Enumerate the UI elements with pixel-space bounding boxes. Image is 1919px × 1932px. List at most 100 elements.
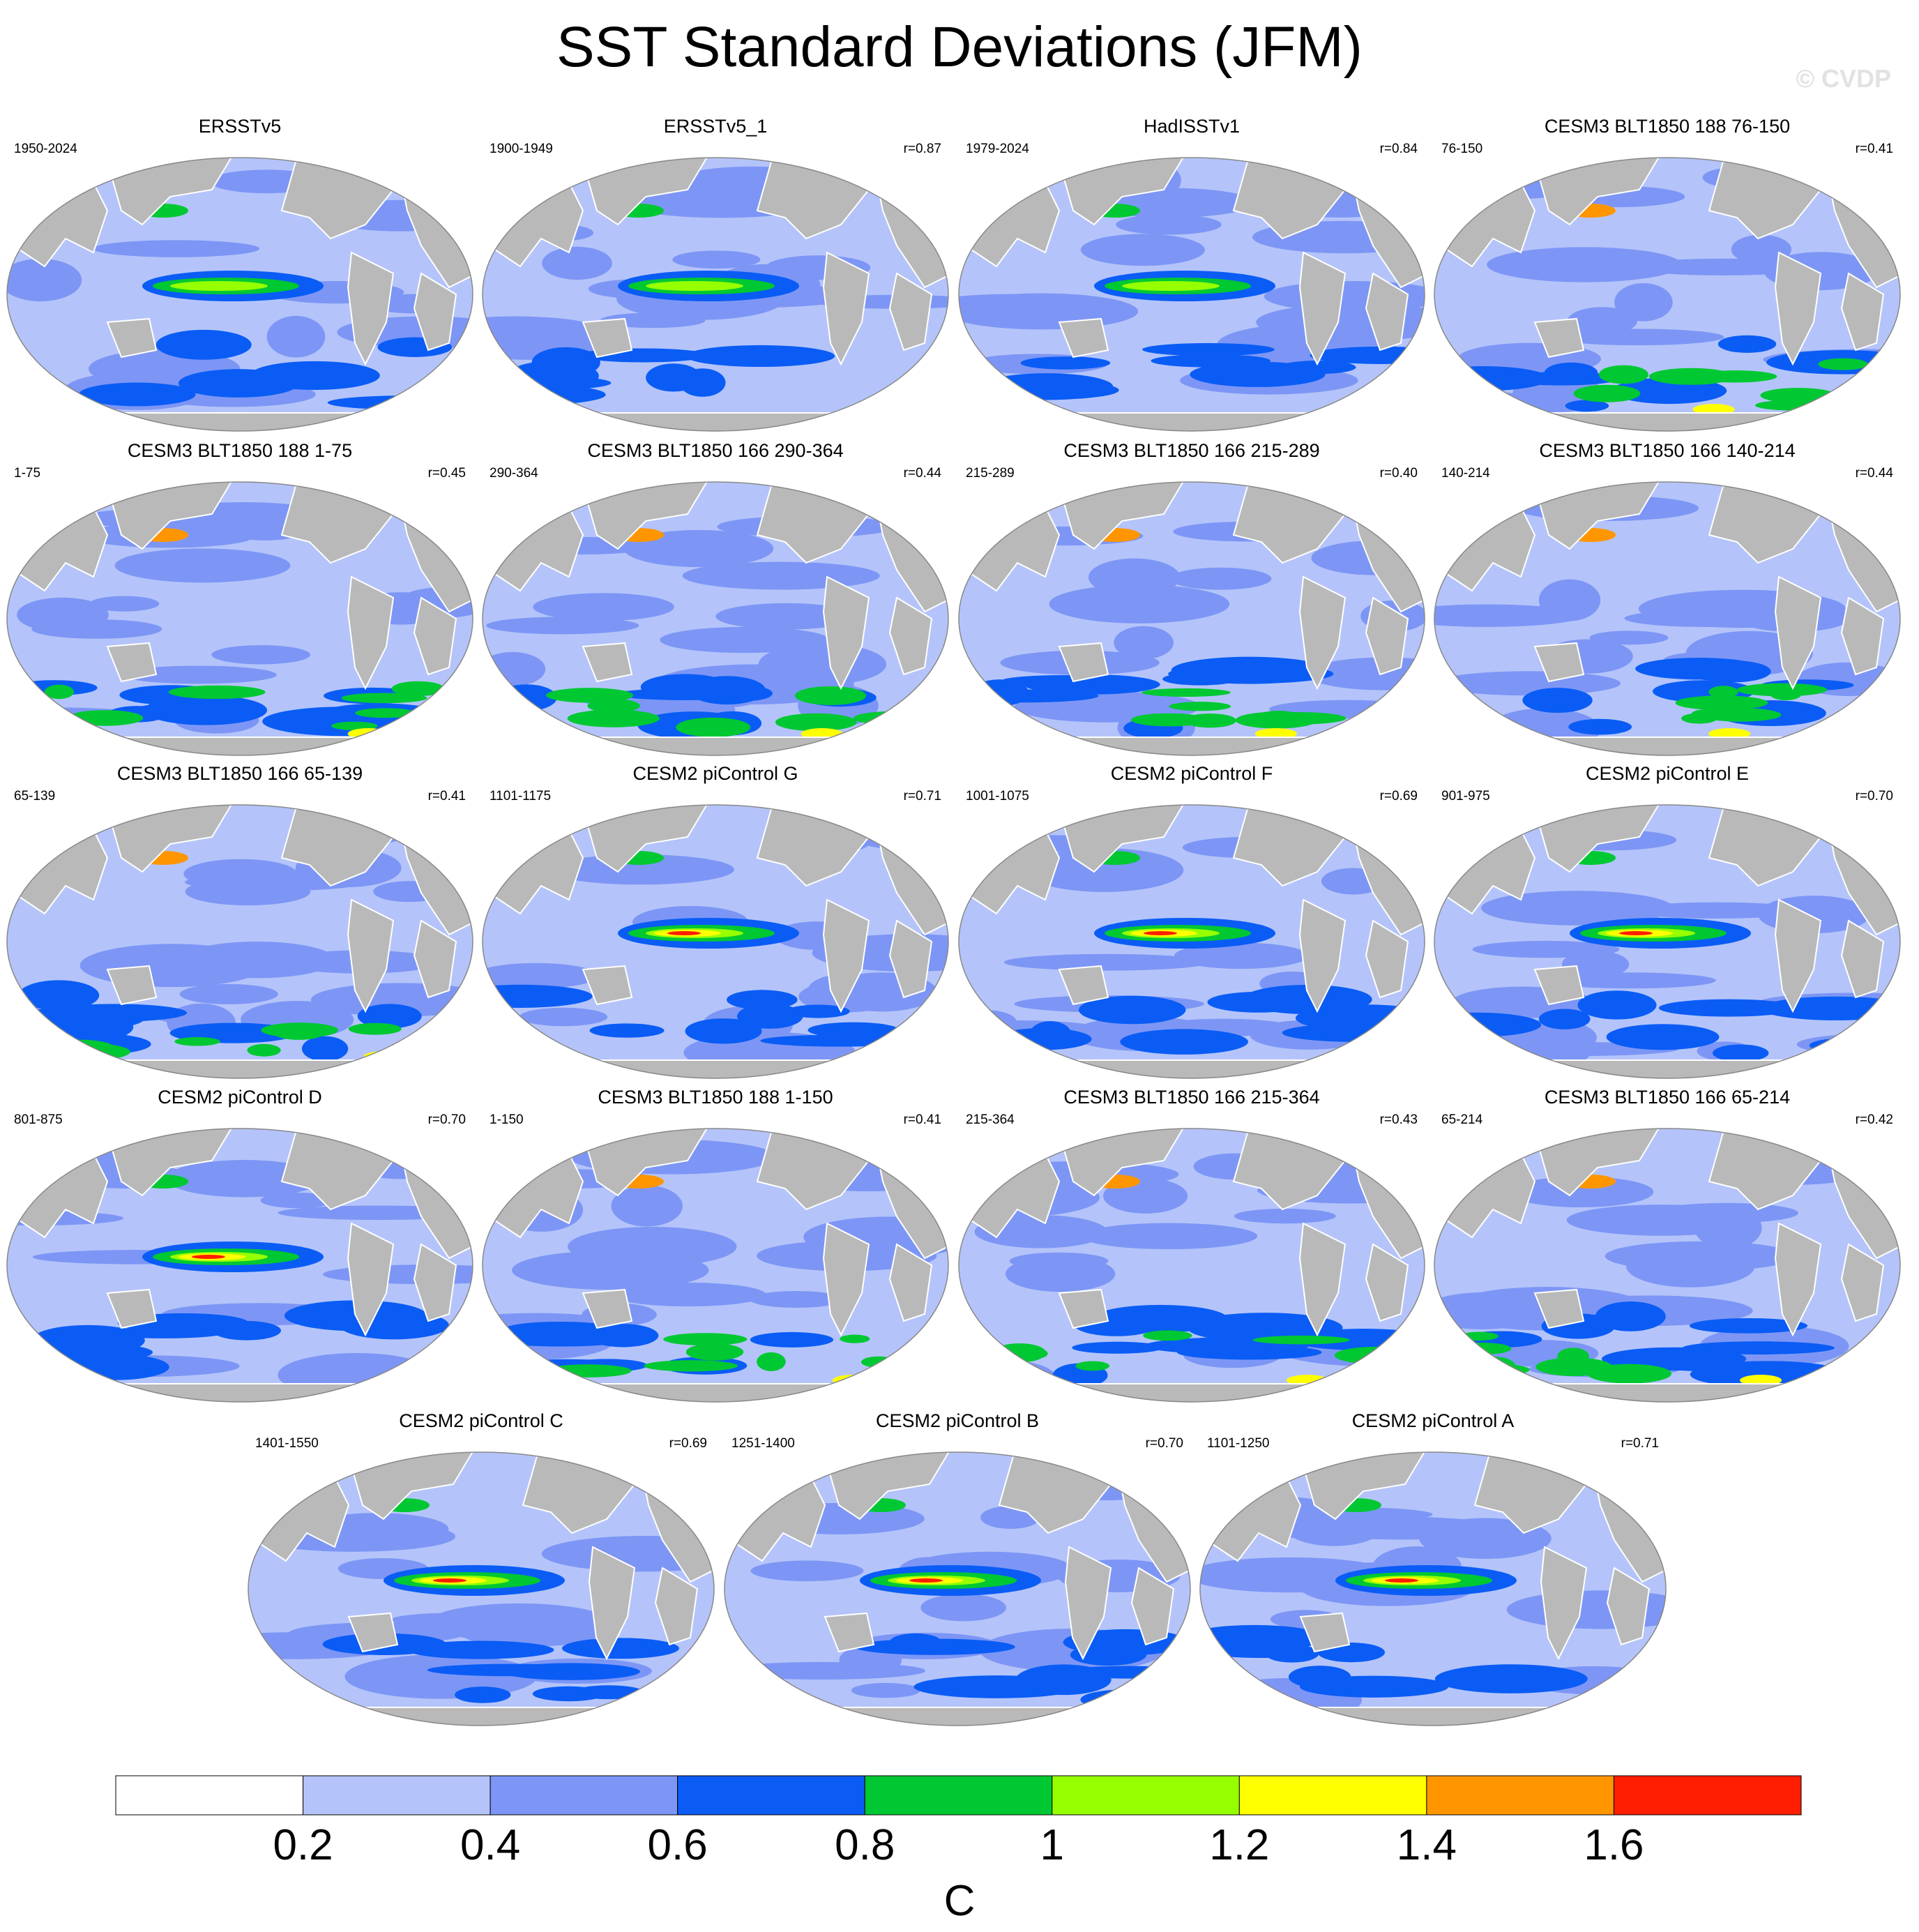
- panel-title: CESM3 BLT1850 166 65-214: [1544, 1087, 1791, 1108]
- panel-period: 1251-1400: [731, 1436, 795, 1451]
- map-panel: CESM2 piControl A 1101-1250 r=0.71: [1196, 1410, 1670, 1742]
- panel-title: CESM3 BLT1850 188 1-75: [127, 440, 353, 461]
- panel-title: CESM2 piControl D: [158, 1087, 322, 1108]
- map-panel: CESM3 BLT1850 166 65-139 65-139 r=0.41: [3, 763, 477, 1095]
- panel-title: ERSSTv5: [198, 116, 282, 137]
- colorbar-tick-label: 0.4: [460, 1821, 521, 1869]
- sst-map: [958, 804, 1425, 1079]
- panel-title: CESM3 BLT1850 166 140-214: [1539, 440, 1796, 461]
- panel-period: 1001-1075: [966, 789, 1029, 803]
- panel-pattern-correlation: r=0.71: [903, 789, 941, 803]
- panel-period: 1900-1949: [490, 142, 553, 156]
- panel-title: ERSSTv5_1: [663, 116, 768, 137]
- map-panel: CESM3 BLT1850 188 1-150 1-150 r=0.41: [478, 1087, 953, 1419]
- panel-period: 1-75: [14, 466, 41, 481]
- panel-pattern-correlation: r=0.41: [1855, 142, 1893, 156]
- panel-title: CESM3 BLT1850 166 215-289: [1063, 440, 1320, 461]
- panel-pattern-correlation: r=0.42: [1855, 1112, 1893, 1127]
- panel-period: 801-875: [14, 1112, 63, 1127]
- panel-title: CESM2 piControl C: [399, 1410, 563, 1431]
- panel-pattern-correlation: r=0.44: [1855, 466, 1893, 481]
- map-panel: CESM2 piControl C 1401-1550 r=0.69: [244, 1410, 718, 1742]
- map-panel: CESM3 BLT1850 166 290-364 290-364 r=0.44: [478, 440, 953, 772]
- sst-map: [6, 157, 473, 432]
- sst-map: [958, 481, 1425, 756]
- colorbar-tick-label: 0.6: [647, 1821, 708, 1869]
- map-panel: ERSSTv5 1950-2024: [3, 116, 477, 448]
- map-panel: CESM2 piControl D 801-875 r=0.70: [3, 1087, 477, 1419]
- panel-pattern-correlation: r=0.41: [903, 1112, 941, 1127]
- colorbar-bin: [1613, 1775, 1802, 1816]
- panel-period: 290-364: [490, 466, 538, 481]
- panel-period: 1950-2024: [14, 142, 77, 156]
- sst-map: [1434, 804, 1901, 1079]
- map-panel: CESM3 BLT1850 166 65-214 65-214 r=0.42: [1430, 1087, 1904, 1419]
- sst-map: [6, 1128, 473, 1403]
- panel-period: 65-214: [1441, 1112, 1483, 1127]
- panel-period: 65-139: [14, 789, 56, 803]
- colorbar-tick-label: 1: [1040, 1821, 1065, 1869]
- sst-map: [482, 804, 949, 1079]
- map-panel: CESM3 BLT1850 188 1-75 1-75 r=0.45: [3, 440, 477, 772]
- sst-map: [958, 157, 1425, 432]
- colorbar-tick-label: 0.2: [273, 1821, 333, 1869]
- panel-pattern-correlation: r=0.40: [1379, 466, 1418, 481]
- sst-map: [6, 481, 473, 756]
- panel-period: 215-289: [966, 466, 1015, 481]
- panel-title: CESM2 piControl B: [875, 1410, 1040, 1431]
- map-panel: CESM3 BLT1850 188 76-150 76-150 r=0.41: [1430, 116, 1904, 448]
- colorbar-unit-label: C: [943, 1877, 976, 1925]
- colorbar-tick-label: 1.2: [1209, 1821, 1270, 1869]
- sst-map: [958, 1128, 1425, 1403]
- panel-title: CESM2 piControl A: [1351, 1410, 1515, 1431]
- colorbar-bin: [303, 1775, 491, 1816]
- map-panel: CESM3 BLT1850 166 140-214 140-214 r=0.44: [1430, 440, 1904, 772]
- panel-pattern-correlation: r=0.70: [1855, 789, 1893, 803]
- panel-period: 1-150: [490, 1112, 524, 1127]
- sst-map: [1434, 1128, 1901, 1403]
- figure-title: SST Standard Deviations (JFM): [556, 15, 1363, 79]
- map-panel: CESM3 BLT1850 166 215-364 215-364 r=0.43: [955, 1087, 1429, 1419]
- colorbar-tick-label: 1.4: [1396, 1821, 1457, 1869]
- panel-title: CESM3 BLT1850 166 290-364: [587, 440, 844, 461]
- map-panel: CESM2 piControl G 1101-1175 r=0.71: [478, 763, 953, 1095]
- panel-pattern-correlation: r=0.45: [427, 466, 466, 481]
- colorbar-bin: [864, 1775, 1053, 1816]
- panel-pattern-correlation: r=0.41: [427, 789, 466, 803]
- panel-period: 215-364: [966, 1112, 1015, 1127]
- sst-map: [482, 157, 949, 432]
- sst-map: [1434, 481, 1901, 756]
- map-panel: CESM3 BLT1850 166 215-289 215-289 r=0.40: [955, 440, 1429, 772]
- panel-title: CESM3 BLT1850 188 1-150: [598, 1087, 833, 1108]
- sst-map: [1199, 1451, 1667, 1726]
- panel-title: CESM2 piControl E: [1585, 763, 1750, 784]
- map-panel: CESM2 piControl F 1001-1075 r=0.69: [955, 763, 1429, 1095]
- panel-pattern-correlation: r=0.84: [1379, 142, 1418, 156]
- sst-map: [724, 1451, 1191, 1726]
- panel-title: CESM3 BLT1850 166 65-139: [116, 763, 363, 784]
- sst-map: [6, 804, 473, 1079]
- map-panel: ERSSTv5_1 1900-1949 r=0.87: [478, 116, 953, 448]
- colorbar-bin: [677, 1775, 865, 1816]
- sst-map: [248, 1451, 715, 1726]
- panel-pattern-correlation: r=0.87: [903, 142, 941, 156]
- colorbar-tick-label: 0.8: [835, 1821, 895, 1869]
- panel-pattern-correlation: r=0.43: [1379, 1112, 1418, 1127]
- map-panel: HadISSTv1 1979-2024 r=0.84: [955, 116, 1429, 448]
- colorbar-bin: [115, 1775, 304, 1816]
- panel-title: CESM2 piControl F: [1110, 763, 1273, 784]
- map-panel: CESM2 piControl E 901-975 r=0.70: [1430, 763, 1904, 1095]
- panel-period: 1979-2024: [966, 142, 1029, 156]
- panel-period: 901-975: [1441, 789, 1490, 803]
- sst-map: [1434, 157, 1901, 432]
- panel-title: CESM2 piControl G: [632, 763, 798, 784]
- panel-period: 1401-1550: [255, 1436, 319, 1451]
- colorbar-bin: [1052, 1775, 1240, 1816]
- panel-title: CESM3 BLT1850 188 76-150: [1544, 116, 1791, 137]
- panel-pattern-correlation: r=0.69: [1379, 789, 1418, 803]
- panel-pattern-correlation: r=0.70: [1145, 1436, 1183, 1451]
- map-panel: CESM2 piControl B 1251-1400 r=0.70: [720, 1410, 1194, 1742]
- panel-title: CESM3 BLT1850 166 215-364: [1063, 1087, 1320, 1108]
- colorbar-bin: [1238, 1775, 1427, 1816]
